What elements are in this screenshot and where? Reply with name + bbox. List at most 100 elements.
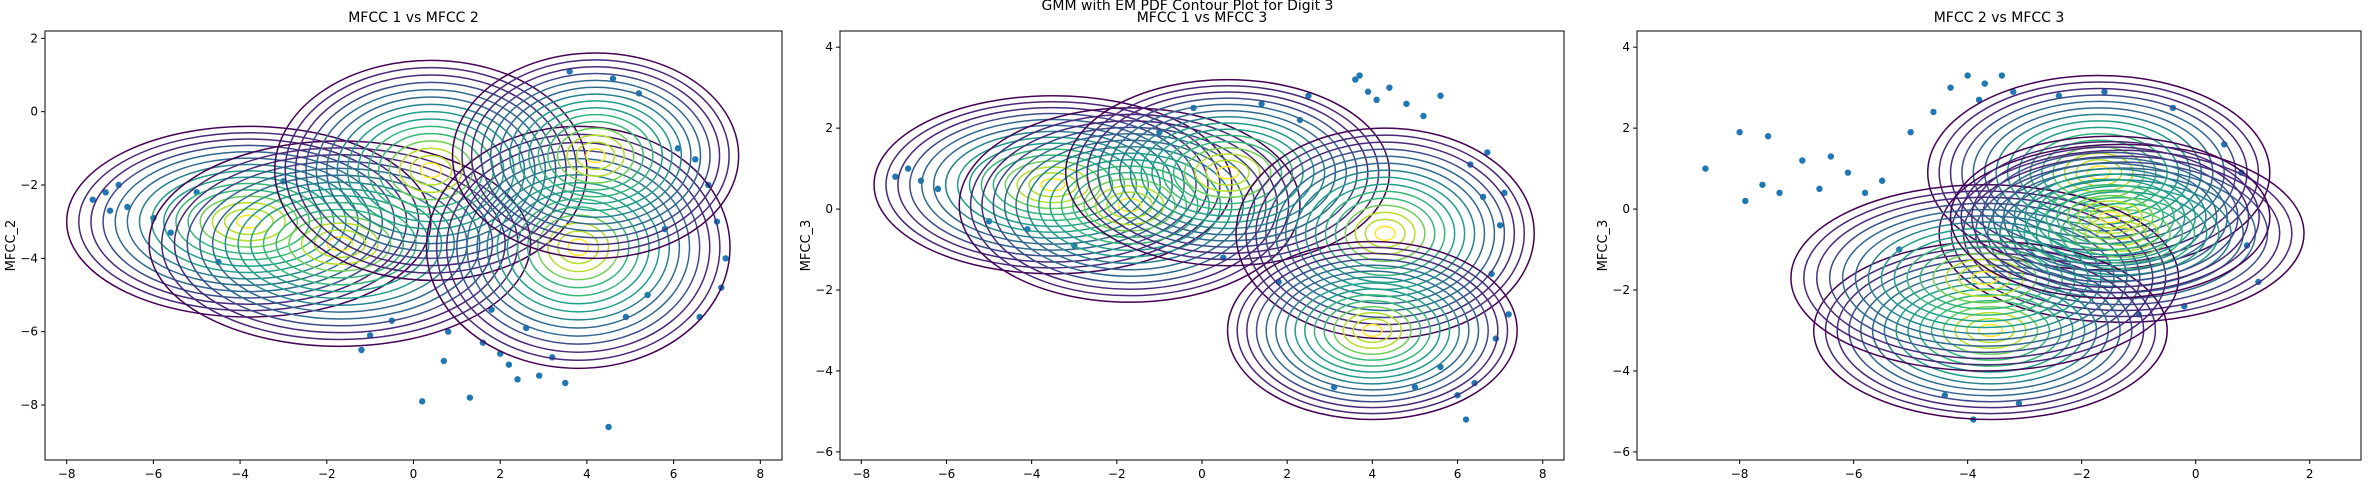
contour-line	[1086, 91, 1369, 255]
axes-frame	[1636, 30, 2362, 461]
scatter-point	[1799, 157, 1806, 164]
contour-line	[1075, 85, 1380, 261]
scatter-point	[1816, 185, 1823, 193]
scatter-point	[1930, 108, 1937, 116]
contour-line	[2024, 173, 2197, 262]
contour-line	[1172, 140, 1283, 205]
contour-line	[409, 154, 453, 186]
contour-line	[470, 65, 721, 246]
scatter-point	[1764, 133, 1772, 140]
contour-line	[300, 222, 379, 265]
contour-line	[575, 141, 616, 171]
contour-line	[1919, 294, 2062, 367]
contour-line	[1938, 81, 2260, 265]
contour-line	[1926, 74, 2271, 271]
contour-line	[1313, 294, 1432, 367]
scatter-point	[1736, 128, 1743, 136]
scatter-point	[566, 68, 573, 75]
contour-line	[2003, 162, 2218, 272]
scatter-point	[418, 398, 426, 405]
contour-line	[65, 125, 432, 318]
scatter-point	[1964, 72, 1971, 79]
scatter-point	[2101, 88, 2108, 95]
contour-line	[1962, 155, 2281, 312]
contour-line	[537, 214, 620, 281]
contour-line	[1255, 141, 1516, 326]
x-tick-label: −4	[1959, 467, 1977, 478]
y-tick-label: −2	[815, 283, 833, 297]
contour-line	[537, 113, 654, 198]
scatter-point	[1742, 197, 1749, 205]
panel-title: MFCC 1 vs MFCC 2	[348, 10, 479, 26]
contour-line	[909, 112, 1197, 257]
contour-line	[161, 147, 519, 341]
contour-line	[1064, 78, 1391, 267]
y-axis-label: MFCC_3	[1596, 220, 1611, 272]
x-tick-label: 0	[1198, 467, 1206, 478]
contour-line	[1977, 323, 2003, 338]
scatter-point	[904, 165, 912, 172]
scatter-point	[562, 379, 569, 387]
scatter-point	[722, 255, 729, 262]
contour-line	[992, 126, 1267, 284]
contour-line	[1205, 159, 1250, 186]
scatter-point	[2010, 88, 2017, 95]
panel-mfcc1-vs-mfcc2: −8 −6 −4 −2 0 2 4 6 8 −8 −6 −4 −2 0 2 MFCC 1 vs MFCC 2 M…	[4, 10, 783, 481]
contour-line	[1860, 264, 2121, 397]
gmm-component-contours	[425, 125, 731, 370]
scatter-point	[1844, 169, 1852, 176]
contour-line	[175, 182, 323, 261]
scatter-point	[1484, 149, 1491, 156]
scatter-point	[605, 423, 612, 431]
contour-line	[1966, 317, 2015, 344]
contour-line	[2098, 211, 2122, 224]
x-tick-label: −8	[58, 467, 76, 478]
contour-line	[1284, 276, 1460, 385]
contour-line	[1304, 288, 1441, 373]
contour-line	[1226, 240, 1518, 421]
contour-line	[223, 208, 274, 236]
scatter-point	[1420, 112, 1427, 120]
contour-line	[1236, 246, 1509, 415]
contour-line	[2077, 200, 2143, 235]
contour-line	[1265, 264, 1480, 397]
contour-line	[275, 208, 405, 279]
scatter-point	[1998, 72, 2006, 79]
contour-line	[1332, 305, 1412, 355]
contour-line	[294, 74, 567, 267]
contour-line	[518, 100, 673, 212]
contour-line	[2084, 214, 2159, 252]
contour-line	[2066, 194, 2154, 240]
scatter-point	[1861, 189, 1869, 197]
contour-line	[1949, 135, 2271, 299]
contour-line	[1352, 317, 1393, 344]
gmm-component-contours	[451, 52, 740, 260]
x-tick-label: 2	[1283, 467, 1291, 478]
contour-line	[2060, 202, 2184, 264]
contour-line	[186, 160, 494, 327]
scatter-point	[1462, 416, 1470, 423]
scatter-point	[514, 376, 521, 383]
scatter-point	[1258, 100, 1265, 108]
contour-line	[585, 148, 606, 164]
contour-line	[78, 131, 420, 312]
contour-line	[1094, 184, 1165, 226]
contour-line	[2013, 167, 2207, 267]
contour-line	[288, 215, 392, 272]
contour-line	[1932, 252, 2038, 304]
scatter-point	[488, 306, 495, 313]
contour-line	[526, 206, 630, 289]
contour-line	[388, 140, 474, 201]
x-tick-label: −6	[938, 467, 956, 478]
contour-line	[1037, 152, 1222, 258]
contour-line	[425, 125, 731, 370]
contour-line	[451, 52, 740, 260]
x-tick-label: 0	[2192, 467, 2200, 478]
scatter-point	[1411, 383, 1419, 391]
contour-line	[1803, 190, 2167, 366]
contour-line	[90, 138, 408, 306]
scatter-point	[1975, 96, 1983, 104]
scatter-point	[1759, 181, 1766, 188]
x-tick-label: 8	[757, 467, 765, 478]
